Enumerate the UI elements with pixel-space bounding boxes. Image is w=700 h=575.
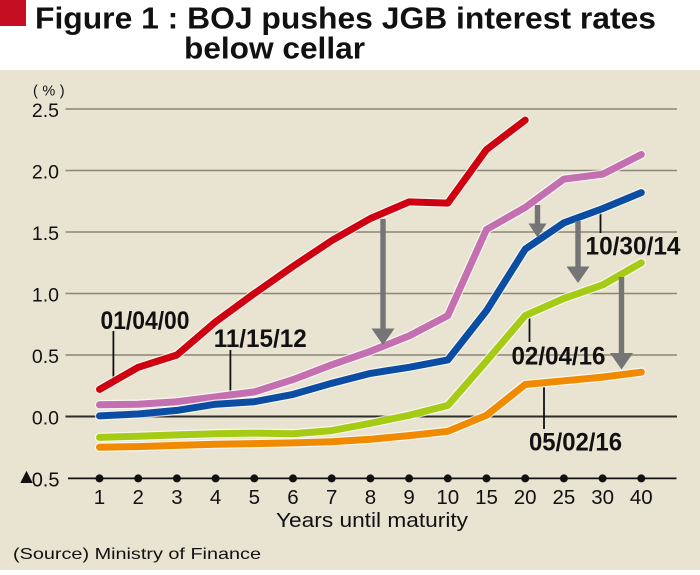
svg-text:(Source) Ministry of Finance: (Source) Ministry of Finance xyxy=(13,546,261,563)
svg-text:1.0: 1.0 xyxy=(32,285,59,307)
svg-text:15: 15 xyxy=(475,486,498,509)
svg-text:0.5: 0.5 xyxy=(32,469,60,491)
svg-text:11/15/12: 11/15/12 xyxy=(214,325,307,353)
svg-text:01/04/00: 01/04/00 xyxy=(101,307,190,335)
svg-text:0.0: 0.0 xyxy=(32,408,59,430)
svg-text:1: 1 xyxy=(94,486,105,509)
svg-text:5: 5 xyxy=(249,486,260,509)
svg-text:(%): (%) xyxy=(33,84,69,100)
svg-text:4: 4 xyxy=(210,486,221,509)
svg-text:Years until maturity: Years until maturity xyxy=(276,509,469,532)
svg-text:9: 9 xyxy=(403,486,414,509)
svg-text:below cellar: below cellar xyxy=(184,31,365,66)
svg-text:0.5: 0.5 xyxy=(32,346,59,368)
svg-text:40: 40 xyxy=(630,486,653,509)
svg-text:10/30/14: 10/30/14 xyxy=(586,233,681,261)
svg-text:2: 2 xyxy=(132,486,143,509)
svg-text:02/04/16: 02/04/16 xyxy=(512,343,606,371)
svg-text:2.0: 2.0 xyxy=(32,162,59,184)
svg-text:Figure 1 : BOJ pushes JGB inte: Figure 1 : BOJ pushes JGB interest rates xyxy=(35,1,656,36)
svg-text:8: 8 xyxy=(365,486,376,509)
svg-text:2.5: 2.5 xyxy=(32,100,59,122)
svg-text:30: 30 xyxy=(591,486,614,509)
svg-text:05/02/16: 05/02/16 xyxy=(529,429,622,457)
svg-text:25: 25 xyxy=(552,486,575,509)
svg-text:7: 7 xyxy=(326,486,337,509)
svg-text:1.5: 1.5 xyxy=(32,223,59,245)
svg-text:20: 20 xyxy=(514,486,537,509)
svg-text:6: 6 xyxy=(287,486,298,509)
svg-text:3: 3 xyxy=(171,486,182,509)
svg-text:10: 10 xyxy=(436,486,459,509)
